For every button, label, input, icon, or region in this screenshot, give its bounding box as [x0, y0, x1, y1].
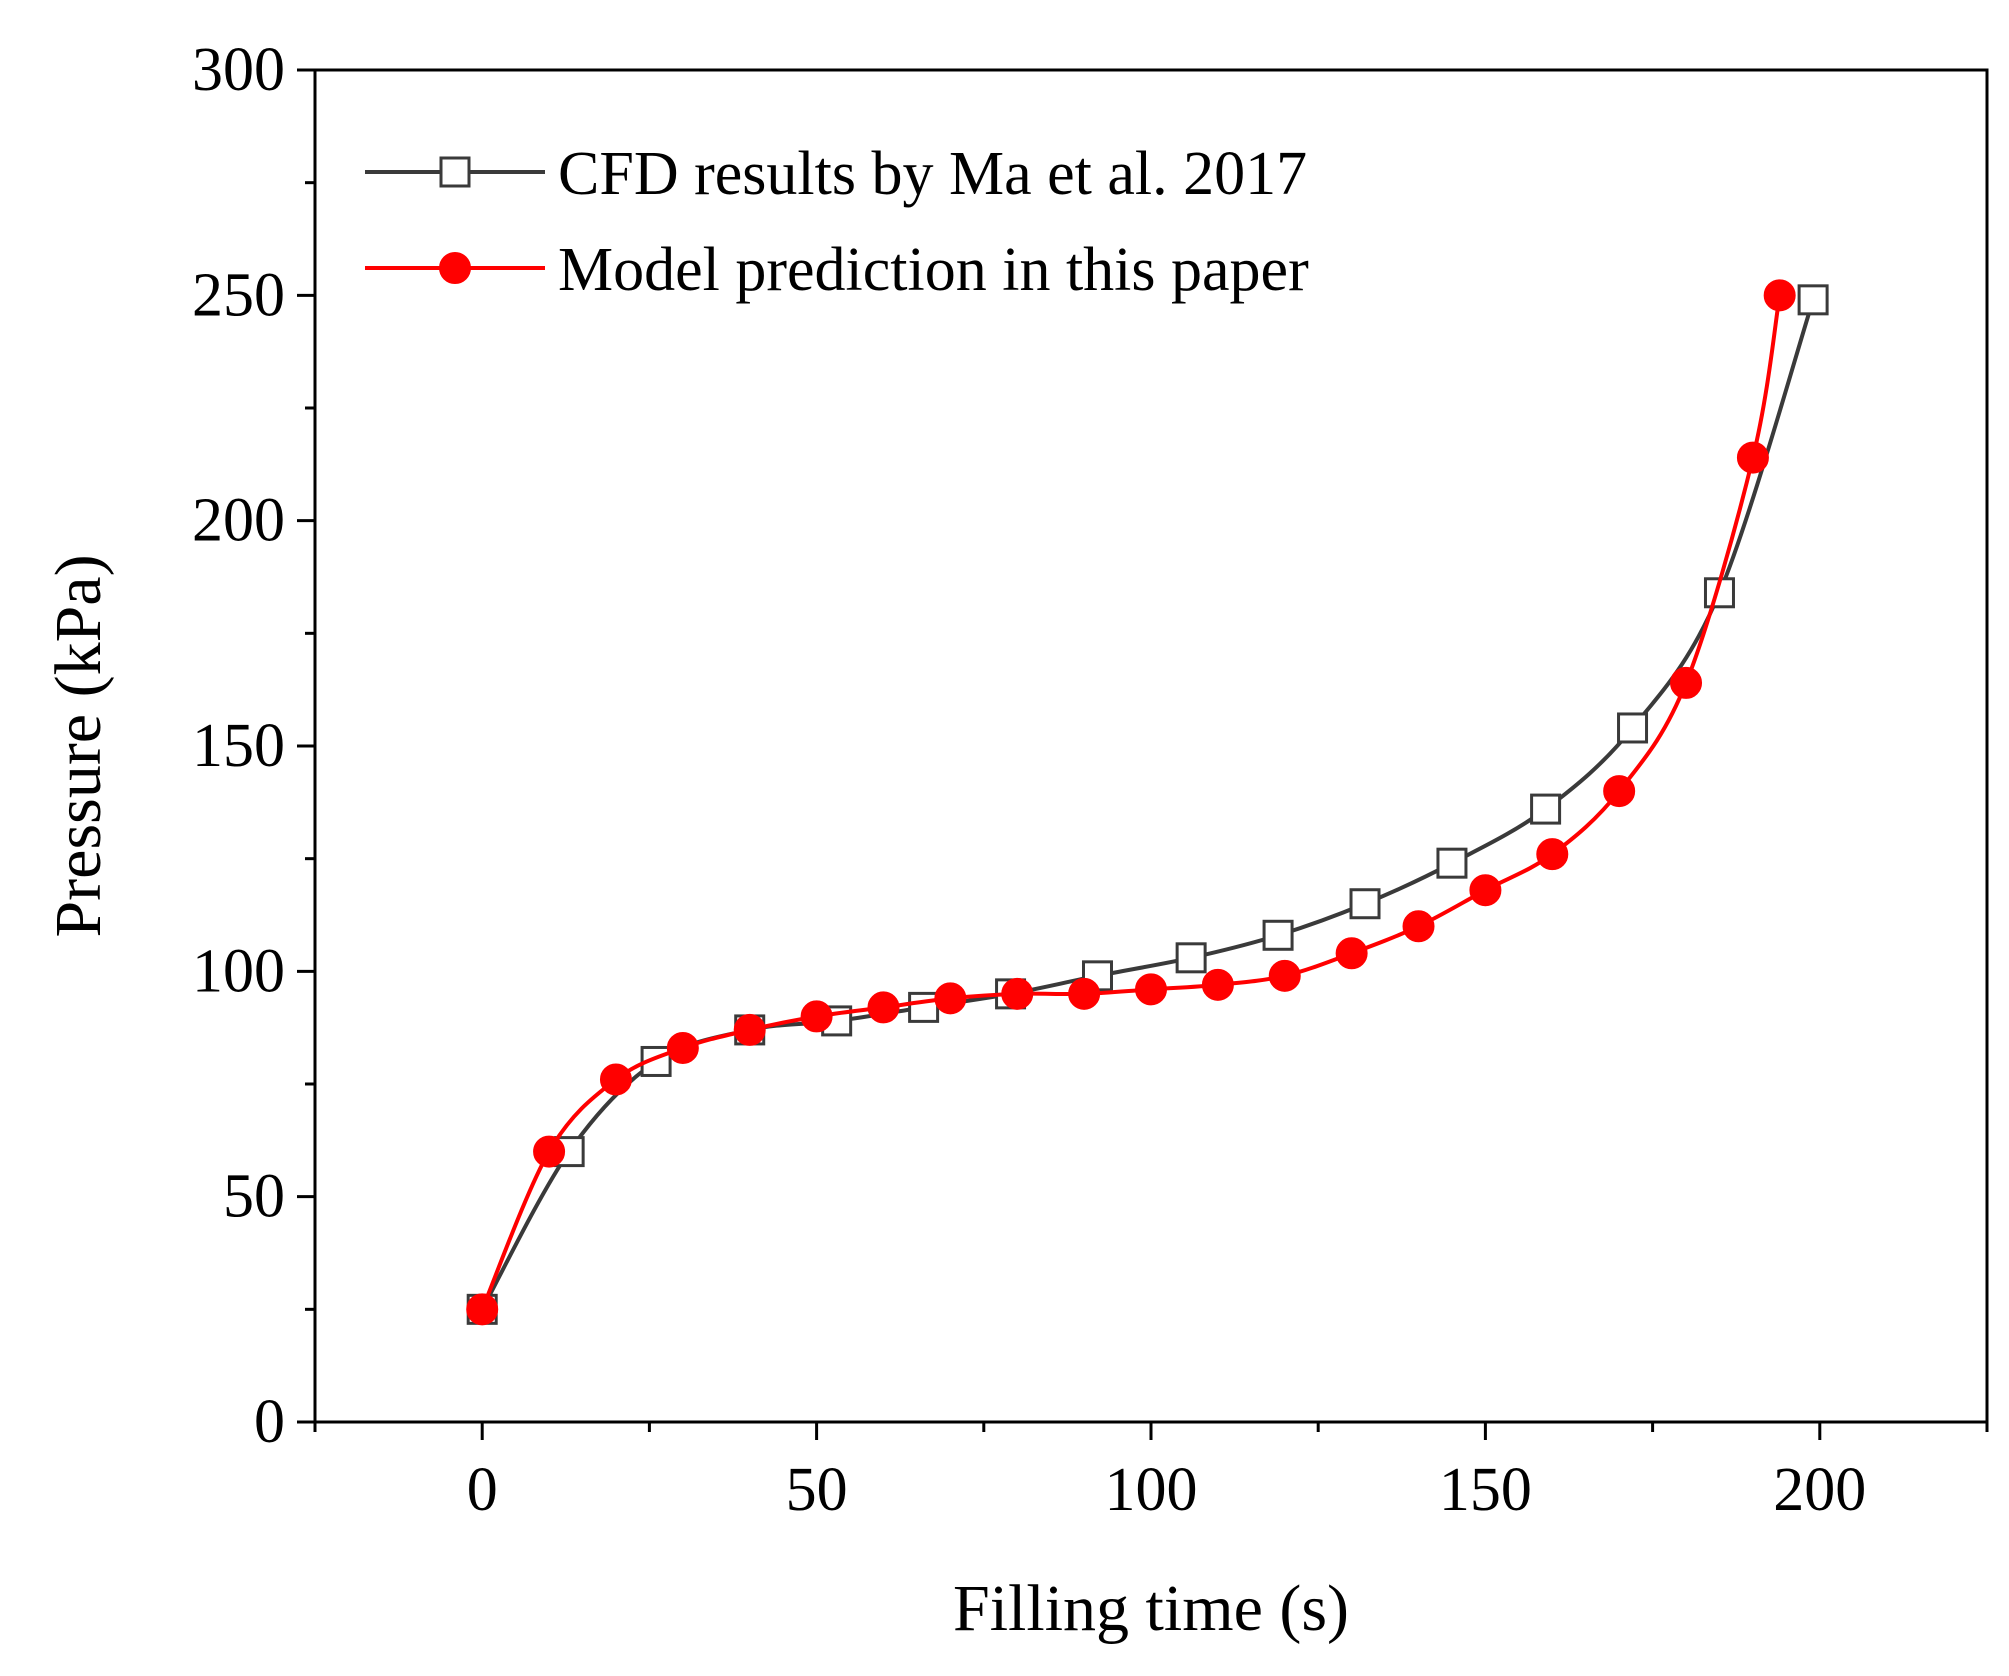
y-tick-label: 200 [192, 487, 285, 555]
data-point-model [1135, 973, 1167, 1006]
data-point-model [867, 991, 900, 1024]
data-point-model [1201, 968, 1234, 1001]
data-point-cfd [1262, 919, 1294, 951]
data-point-cfd [1797, 284, 1829, 316]
x-axis-ticks: 0 50 100 150 200 [313, 1422, 1989, 1524]
x-tick-label: 0 [467, 1456, 498, 1524]
data-point-model [1469, 874, 1502, 907]
legend-marker-cfd [439, 156, 471, 188]
data-point-model [1736, 441, 1769, 474]
x-tick-label: 50 [786, 1456, 848, 1524]
data-point-model [1763, 279, 1796, 312]
data-point-model [599, 1063, 632, 1096]
data-point-model [800, 1000, 833, 1033]
data-point-model [1536, 838, 1569, 871]
data-point-cfd [1617, 712, 1649, 744]
data-point-cfd [908, 991, 940, 1023]
series-model [466, 279, 1796, 1326]
data-point-cfd [1530, 793, 1562, 825]
legend-label-cfd: CFD results by Ma et al. 2017 [558, 140, 1307, 208]
series-model-line [480, 295, 1782, 1311]
y-tick-label: 100 [192, 937, 285, 1005]
y-axis-title: Pressure (kPa) [42, 554, 115, 937]
y-tick-label: 150 [192, 712, 285, 780]
x-axis-title: Filling time (s) [953, 1572, 1349, 1645]
data-point-model [466, 1293, 499, 1326]
x-tick-label: 150 [1439, 1456, 1532, 1524]
data-point-model [1670, 666, 1703, 699]
x-tick-label: 200 [1773, 1456, 1866, 1524]
series-layer [466, 279, 1829, 1326]
data-point-model [533, 1135, 566, 1168]
y-tick-label: 0 [254, 1388, 285, 1456]
data-point-model [733, 1013, 766, 1046]
legend-label-model: Model prediction in this paper [558, 236, 1309, 304]
data-point-model [666, 1031, 699, 1064]
x-tick-label: 100 [1105, 1456, 1198, 1524]
y-tick-label: 250 [192, 261, 285, 329]
data-point-model [1603, 775, 1636, 808]
legend: CFD results by Ma et al. 2017 Model pred… [365, 140, 1309, 304]
data-point-model [1001, 977, 1034, 1010]
legend-marker-model [439, 252, 471, 284]
data-point-cfd [1175, 942, 1207, 974]
y-tick-label: 50 [223, 1163, 285, 1231]
data-point-model [1402, 910, 1435, 943]
data-point-model [1068, 977, 1101, 1010]
y-axis-ticks: 0 50 100 150 200 250 300 [192, 36, 315, 1456]
data-point-model [1268, 959, 1301, 992]
data-point-model [1335, 937, 1368, 970]
data-point-cfd [1436, 847, 1468, 879]
y-tick-label: 300 [192, 36, 285, 104]
data-point-model [934, 982, 967, 1015]
data-point-cfd [1349, 888, 1381, 920]
